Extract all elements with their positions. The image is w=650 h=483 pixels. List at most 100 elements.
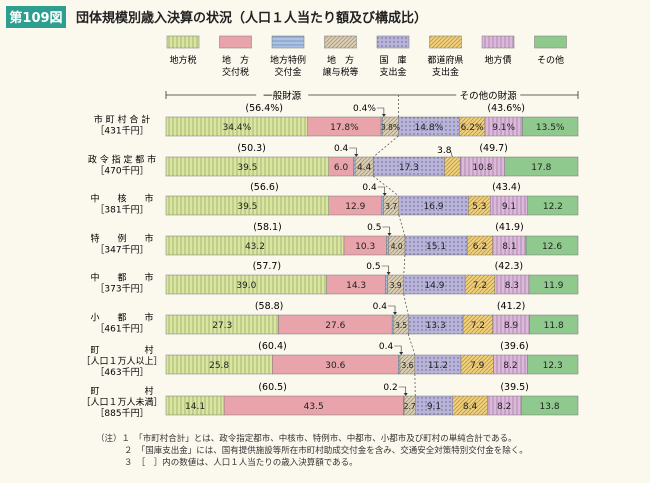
row-label: 町 村 bbox=[90, 344, 153, 356]
bar-value-label: 3.8% bbox=[381, 123, 400, 132]
general-total-label: (60.5) bbox=[258, 382, 287, 393]
bar-value-label: 0.5 bbox=[366, 262, 380, 272]
footnotes: （注）１ 「市町村合計」とは、政令指定都市、中核市、特例市、中都市、小都市及び町… bbox=[96, 433, 528, 468]
bar-row-1: 政 令 指 定 都 市［470千円］ 39.5 6.0 4.4 17.3 3.8 10.8 1… bbox=[88, 143, 579, 177]
other-total-label: (39.5) bbox=[500, 382, 529, 393]
legend-label-todofuken: 都道府県 bbox=[427, 54, 463, 66]
bar-row-4: 中 都 市［373千円］ 39.0 14.3 3.9 14.9 7.2 8.3 11.9 0.5… bbox=[90, 261, 579, 295]
bar-value-label: 9.1 bbox=[502, 202, 516, 212]
legend-swatch-other bbox=[534, 35, 567, 49]
bar-value-label: 6.2 bbox=[473, 242, 487, 252]
legend-item-other: その他 bbox=[534, 35, 567, 66]
bar-row-5: 小 都 市［461千円］ 27.3 27.6 3.5 13.3 7.2 8.9 11.8 0.4… bbox=[90, 301, 579, 335]
legend-swatch-tax bbox=[166, 35, 200, 49]
bar-segment-other bbox=[527, 354, 579, 375]
row-label: ［381千円］ bbox=[95, 205, 148, 216]
other-total-label: (41.9) bbox=[495, 222, 524, 233]
bar-value-label: 12.9 bbox=[345, 202, 365, 212]
other-total-label: (39.6) bbox=[500, 341, 529, 352]
row-label: ［人口１万人以上］ bbox=[81, 356, 162, 367]
bar-value-label: 8.9 bbox=[504, 321, 519, 331]
bar-segment-other bbox=[527, 195, 579, 216]
small-segment-callout: 0.4 bbox=[379, 342, 404, 355]
bar-row-2: 中 核 市［381千円］ 39.5 12.9 3.7 16.9 5.3 9.1 12.2 0.4… bbox=[90, 182, 579, 216]
row-label: 中 核 市 bbox=[90, 193, 153, 205]
row-label: 中 都 市 bbox=[90, 272, 153, 284]
row-label: 小 都 市 bbox=[90, 312, 153, 324]
legend-swatch-chihosai bbox=[481, 35, 515, 49]
small-segment-callout: 0.4 bbox=[373, 302, 398, 315]
row-label: ［463千円］ bbox=[95, 367, 148, 378]
legend-label-kofu: 交付税 bbox=[222, 66, 249, 78]
bar-value-label: 17.8 bbox=[531, 163, 551, 173]
figure-number-badge: 第109図 bbox=[9, 10, 62, 26]
other-bracket: その他の財源 bbox=[398, 88, 579, 102]
footnote-1: （注）１ 「市町村合計」とは、政令指定都市、中核市、特例市、中都市、小都市及び町… bbox=[96, 433, 517, 444]
legend-label-tokurei: 交付金 bbox=[274, 66, 301, 78]
bar-value-label: 8.2 bbox=[503, 361, 517, 371]
bar-value-label: 9.1 bbox=[427, 402, 441, 412]
general-total-label: (50.3) bbox=[237, 143, 266, 154]
row-label: 政 令 指 定 都 市 bbox=[88, 154, 156, 166]
bar-value-label: 12.2 bbox=[543, 202, 563, 212]
row-label: ［人口１万人未満］ bbox=[81, 396, 162, 408]
bar-value-label: 14.8% bbox=[415, 123, 444, 133]
legend-swatch-todofuken bbox=[429, 35, 462, 49]
bar-value-label: 13.3 bbox=[426, 321, 446, 331]
bar-row-6: 町 村［人口１万人以上］［463千円］ 25.8 30.6 3.6 11.2 7.9 8.2… bbox=[81, 341, 579, 378]
legend-swatch-kokko bbox=[376, 35, 410, 49]
other-bracket-label: その他の財源 bbox=[460, 90, 518, 102]
bar-value-label: 7.2 bbox=[471, 321, 485, 331]
legend-swatch-joyo bbox=[324, 35, 357, 49]
bar-value-label: 5.3 bbox=[472, 202, 486, 212]
split-connector bbox=[373, 135, 399, 158]
bar-value-label: 27.6 bbox=[325, 321, 345, 331]
bar-value-label: 0.2 bbox=[383, 383, 397, 393]
bar-value-label: 3.6 bbox=[401, 361, 413, 370]
bar-value-label: 8.1 bbox=[502, 242, 516, 252]
bar-value-label: 4.4 bbox=[357, 163, 372, 173]
bar-value-label: 17.8% bbox=[330, 123, 359, 133]
bar-segment-todofuken bbox=[444, 156, 461, 177]
bar-value-label: 25.8 bbox=[209, 361, 229, 371]
row-label: ［431千円］ bbox=[95, 126, 148, 137]
bar-value-label: 14.3 bbox=[346, 281, 366, 291]
small-segment-callout: 0.4 bbox=[334, 144, 359, 157]
bar-value-label: 34.4% bbox=[223, 123, 252, 133]
bar-value-label: 0.4% bbox=[353, 104, 376, 114]
bar-row-3: 特 例 市［347千円］ 43.2 10.3 4.0 15.1 6.2 8.1 12.6 0.5… bbox=[90, 222, 579, 256]
legend-item-kokko: 国 庫支出金 bbox=[376, 35, 410, 78]
split-connector bbox=[403, 293, 409, 316]
bar-value-label: 0.4 bbox=[379, 342, 394, 352]
general-total-label: (56.6) bbox=[250, 182, 279, 193]
bar-value-label: 7.2 bbox=[473, 281, 487, 291]
bar-value-label: 11.2 bbox=[428, 361, 448, 371]
legend-label-chihosai: 地方債 bbox=[484, 54, 511, 66]
legend-label-other: その他 bbox=[537, 54, 564, 66]
bar-segment-other bbox=[520, 395, 579, 416]
legend-label-kofu: 地 方 bbox=[222, 54, 249, 66]
bar-value-label: 6.2% bbox=[461, 123, 484, 133]
legend-label-todofuken: 支出金 bbox=[432, 66, 459, 78]
legend-item-chihosai: 地方債 bbox=[481, 35, 515, 66]
small-segment-callout: 0.2 bbox=[383, 383, 408, 396]
bar-value-label: 4.0 bbox=[391, 242, 403, 251]
bar-value-label: 43.5 bbox=[304, 402, 324, 412]
general-total-label: (60.4) bbox=[258, 341, 287, 352]
stacked-bar-rows: 市 町 村 合 計［431千円］ 34.4% 17.8% 3.8% 14.8% 6.2% 9… bbox=[81, 95, 579, 419]
bar-value-label: 39.5 bbox=[237, 202, 257, 212]
bar-value-label: 3.9 bbox=[390, 281, 402, 290]
general-total-label: (58.1) bbox=[253, 222, 282, 233]
bar-value-label: 13.8 bbox=[540, 402, 560, 412]
bar-value-label: 0.4 bbox=[362, 183, 377, 193]
legend-label-kokko: 国 庫 bbox=[379, 54, 406, 66]
bar-value-label: 3.5 bbox=[395, 321, 407, 330]
bar-segment-other bbox=[529, 314, 579, 335]
bar-segment-tokurei bbox=[386, 235, 389, 256]
small-segment-callout: 0.5 bbox=[367, 223, 392, 236]
legend-label-tokurei: 地方特例 bbox=[270, 54, 306, 66]
bar-value-label: 14.1 bbox=[185, 402, 205, 412]
split-connector bbox=[398, 214, 406, 237]
